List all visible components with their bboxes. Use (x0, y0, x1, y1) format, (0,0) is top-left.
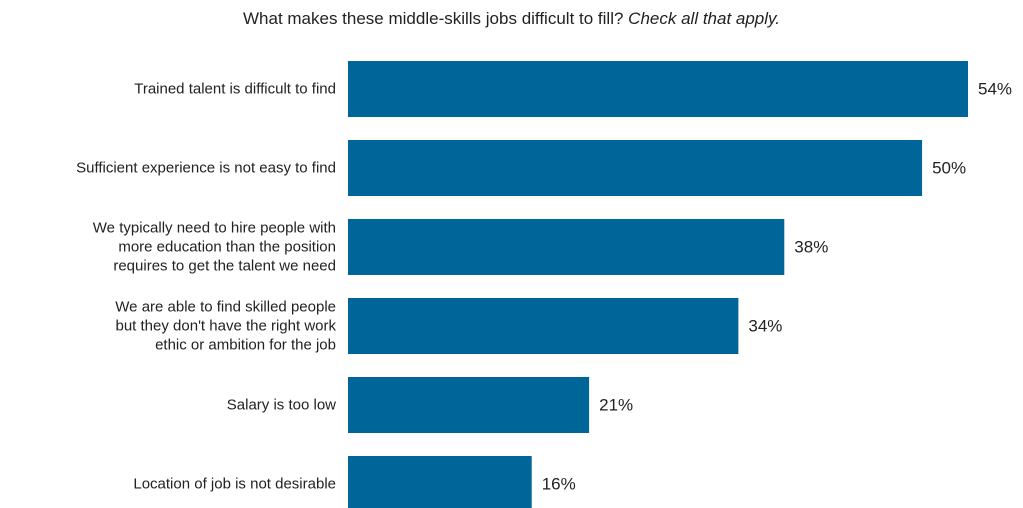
value-label-3: 34% (748, 317, 782, 336)
category-label-3-line-0: We are able to find skilled people (115, 299, 336, 316)
category-label-2-line-0: We typically need to hire people with (93, 220, 336, 237)
bar-0 (348, 61, 968, 117)
value-label-1: 50% (932, 159, 966, 178)
category-label-0: Trained talent is difficult to find (134, 81, 336, 98)
category-label-3-line-2: ethic or ambition for the job (155, 337, 336, 354)
category-label-2-line-2: requires to get the talent we need (113, 258, 336, 275)
bar-1 (348, 140, 923, 196)
category-label-2-line-1: more education than the position (118, 239, 336, 256)
value-label-2: 38% (794, 238, 828, 257)
chart-title: What makes these middle-skills jobs diff… (0, 8, 1023, 30)
bar-4 (348, 377, 590, 433)
bar-5 (348, 456, 532, 508)
value-label-4: 21% (599, 396, 633, 415)
category-label-1: Sufficient experience is not easy to fin… (76, 160, 336, 177)
category-label-3-line-1: but they don't have the right work (116, 318, 337, 335)
value-label-5: 16% (542, 475, 576, 494)
value-label-0: 54% (978, 80, 1012, 99)
chart-subtitle: Check all that apply. (628, 9, 780, 28)
chart-title-main: What makes these middle-skills jobs diff… (242, 9, 624, 28)
bar-2 (348, 219, 785, 275)
category-label-5: Location of job is not desirable (133, 476, 336, 493)
category-label-4: Salary is too low (227, 397, 336, 414)
bar-3 (348, 298, 739, 354)
